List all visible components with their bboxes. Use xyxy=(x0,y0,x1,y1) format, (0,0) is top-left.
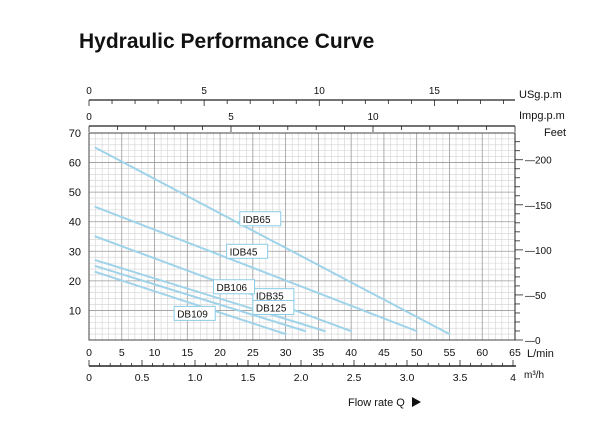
usgpm-tick-label: 10 xyxy=(314,86,326,97)
feet-tick-label: —150 xyxy=(525,201,552,212)
series-label-idb45: IDB45 xyxy=(230,247,258,258)
series-line-db125 xyxy=(94,265,307,333)
lmin-tick-label: 15 xyxy=(181,347,193,359)
usgpm-tick-label: 5 xyxy=(201,86,207,97)
lmin-tick-label: 40 xyxy=(345,347,357,359)
series-label-db125: DB125 xyxy=(256,303,287,314)
lmin-tick-label: 0 xyxy=(86,347,92,359)
m3h-tick-label: 2.0 xyxy=(294,372,309,384)
m3h-tick-label: 0 xyxy=(86,372,92,384)
feet-tick-label: —50 xyxy=(525,291,547,302)
left-axis-tick-label: 60 xyxy=(69,158,81,170)
lmin-tick-label: 20 xyxy=(214,347,226,359)
m3h-tick-label: 3.5 xyxy=(453,372,468,384)
series-label-box xyxy=(213,279,256,295)
minor-grid xyxy=(89,133,515,340)
lmin-tick-label: 10 xyxy=(149,347,161,359)
left-axis-tick-label: 10 xyxy=(69,305,81,317)
impgpm-tick-label: 0 xyxy=(86,112,92,123)
impgpm-tick-label: 5 xyxy=(228,112,234,123)
series-label-db109: DB109 xyxy=(177,309,208,320)
m3h-axis-label: m³/h xyxy=(524,370,544,381)
series-line-db106 xyxy=(94,259,326,333)
lmin-tick-label: 25 xyxy=(247,347,259,359)
m3h-tick-label: 4 xyxy=(510,372,516,384)
plot-background xyxy=(89,133,515,340)
series-label-idb65: IDB65 xyxy=(243,215,271,226)
series-label-db106: DB106 xyxy=(217,283,248,294)
usgpm-tick-label: 0 xyxy=(86,86,92,97)
usgpm-tick-label: 15 xyxy=(429,86,441,97)
lmin-tick-label: 30 xyxy=(280,347,292,359)
feet-tick-label: —200 xyxy=(525,156,552,167)
lmin-tick-label: 50 xyxy=(411,347,423,359)
lmin-tick-label: 55 xyxy=(444,347,456,359)
lmin-axis-label: L/min xyxy=(527,348,554,360)
left-axis-tick-label: 70 xyxy=(69,128,81,140)
chart-title: Hydraulic Performance Curve xyxy=(79,30,375,53)
left-axis-tick-label: 40 xyxy=(69,217,81,229)
series-line-db109 xyxy=(94,270,287,336)
series-label-idb35: IDB35 xyxy=(256,292,284,303)
m3h-tick-label: 1.0 xyxy=(188,372,203,384)
x-axis-title: Flow rate Q xyxy=(348,397,405,409)
lmin-tick-label: 45 xyxy=(378,347,390,359)
m3h-tick-label: 1.5 xyxy=(241,372,256,384)
lmin-tick-label: 5 xyxy=(119,347,125,359)
series-label-box xyxy=(252,299,295,315)
lmin-tick-label: 65 xyxy=(509,347,521,359)
left-axis-tick-label: 50 xyxy=(69,187,81,199)
usgpm-axis-label: USg.p.m xyxy=(519,89,562,101)
lmin-tick-label: 35 xyxy=(313,347,325,359)
series-label-box xyxy=(239,211,282,227)
impgpm-axis-label: Impg.p.m xyxy=(519,110,565,122)
lmin-tick-label: 60 xyxy=(476,347,488,359)
series-labels: IDB65 IDB45 IDB35 DB106 DB125 DB109 xyxy=(173,211,295,321)
feet-axis-label: Feet xyxy=(544,127,566,139)
series-line-idb45 xyxy=(94,205,418,333)
feet-tick-label: —100 xyxy=(525,246,552,257)
series-label-box xyxy=(226,243,269,259)
impgpm-tick-label: 10 xyxy=(367,112,379,123)
left-axis-tick-label: 30 xyxy=(69,246,81,258)
series-label-box xyxy=(173,305,216,321)
series-line-idb65 xyxy=(94,146,451,336)
left-axis-tick-label: 20 xyxy=(69,276,81,288)
feet-tick-label: —0 xyxy=(525,336,541,347)
m3h-tick-label: 3.0 xyxy=(400,372,415,384)
m3h-tick-label: 2.5 xyxy=(347,372,362,384)
series-lines xyxy=(94,146,451,336)
m3h-tick-label: 0.5 xyxy=(135,372,150,384)
arrow-right-icon xyxy=(412,397,421,407)
